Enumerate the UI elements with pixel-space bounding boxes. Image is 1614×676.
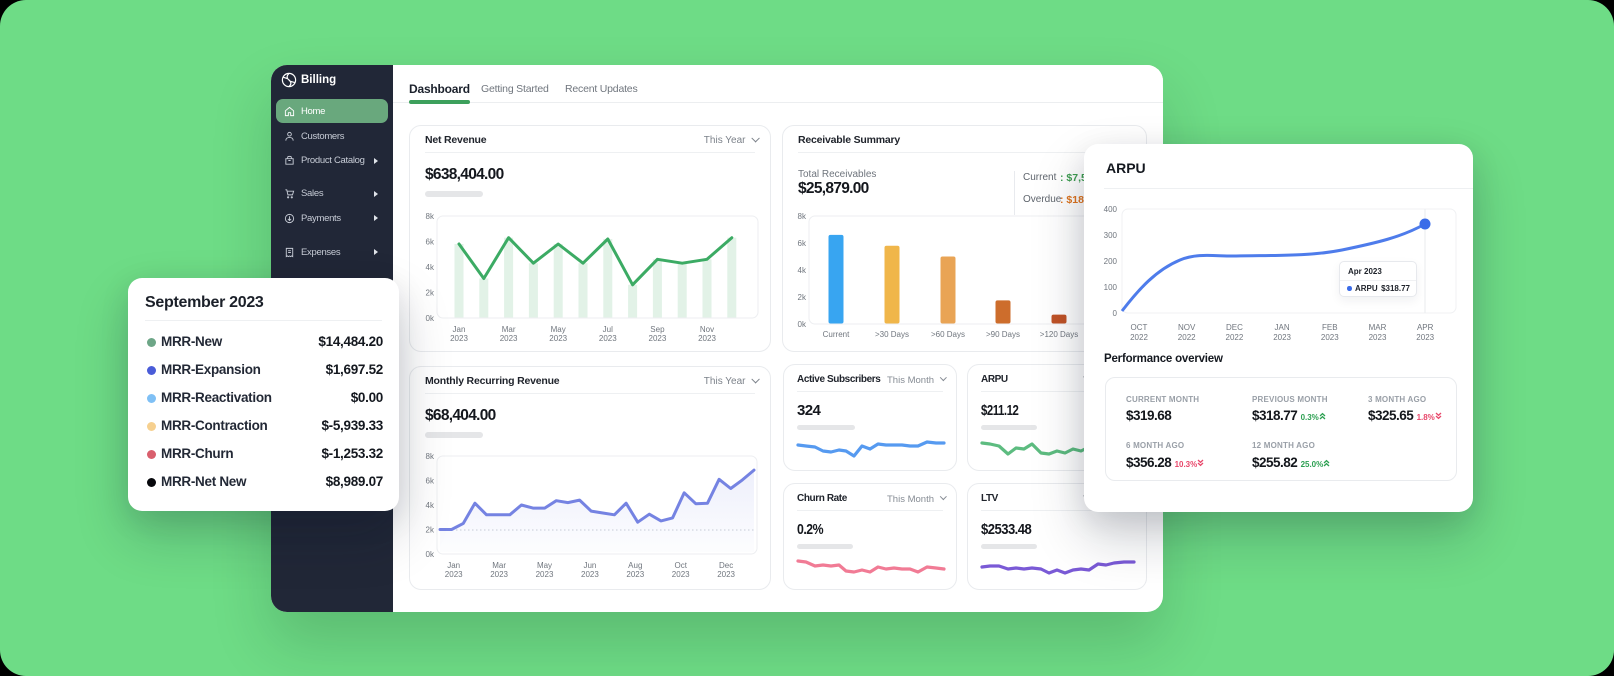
svg-text:2022: 2022	[1130, 333, 1148, 342]
svg-text:2023: 2023	[649, 334, 667, 343]
svg-text:8k: 8k	[798, 212, 807, 221]
svg-text:OCT: OCT	[1131, 323, 1148, 332]
svg-text:>120 Days: >120 Days	[1040, 330, 1078, 339]
svg-text:0k: 0k	[426, 314, 435, 323]
svg-text:>30 Days: >30 Days	[875, 330, 909, 339]
svg-text:0k: 0k	[426, 550, 435, 559]
svg-text:May: May	[551, 325, 566, 334]
svg-text:2023: 2023	[445, 570, 463, 579]
svg-text:2023: 2023	[581, 570, 599, 579]
svg-text:200: 200	[1104, 257, 1118, 266]
svg-text:Aug: Aug	[628, 561, 642, 570]
svg-text:May: May	[537, 561, 552, 570]
svg-text:>90 Days: >90 Days	[986, 330, 1020, 339]
svg-text:4k: 4k	[426, 501, 435, 510]
svg-text:Current: Current	[823, 330, 850, 339]
svg-text:2023: 2023	[500, 334, 518, 343]
svg-text:2k: 2k	[798, 293, 807, 302]
svg-text:JAN: JAN	[1275, 323, 1290, 332]
svg-text:2023: 2023	[717, 570, 735, 579]
svg-text:100: 100	[1104, 283, 1118, 292]
svg-text:2023: 2023	[536, 570, 554, 579]
svg-text:2023: 2023	[1369, 333, 1387, 342]
svg-text:0k: 0k	[798, 320, 807, 329]
svg-text:Jan: Jan	[447, 561, 460, 570]
svg-text:8k: 8k	[426, 212, 435, 221]
svg-text:2k: 2k	[426, 526, 435, 535]
svg-text:4k: 4k	[798, 266, 807, 275]
svg-text:400: 400	[1104, 205, 1118, 214]
svg-text:2023: 2023	[1321, 333, 1339, 342]
svg-text:2023: 2023	[549, 334, 567, 343]
svg-text:Oct: Oct	[674, 561, 687, 570]
svg-text:6k: 6k	[798, 239, 807, 248]
svg-text:DEC: DEC	[1226, 323, 1243, 332]
svg-text:Mar: Mar	[502, 325, 516, 334]
svg-text:8k: 8k	[426, 452, 435, 461]
svg-text:2023: 2023	[672, 570, 690, 579]
svg-text:6k: 6k	[426, 238, 435, 247]
svg-text:Sep: Sep	[650, 325, 665, 334]
svg-text:6k: 6k	[426, 477, 435, 486]
svg-text:Dec: Dec	[719, 561, 733, 570]
svg-text:Jul: Jul	[603, 325, 613, 334]
svg-text:NOV: NOV	[1178, 323, 1196, 332]
svg-text:Mar: Mar	[492, 561, 506, 570]
svg-text:2023: 2023	[698, 334, 716, 343]
svg-text:>60 Days: >60 Days	[931, 330, 965, 339]
svg-text:300: 300	[1104, 231, 1118, 240]
svg-text:Jun: Jun	[583, 561, 596, 570]
svg-text:2023: 2023	[490, 570, 508, 579]
svg-text:2023: 2023	[1273, 333, 1291, 342]
svg-text:FEB: FEB	[1322, 323, 1338, 332]
svg-text:2022: 2022	[1226, 333, 1244, 342]
svg-text:2023: 2023	[1416, 333, 1434, 342]
svg-text:2022: 2022	[1178, 333, 1196, 342]
svg-text:2023: 2023	[626, 570, 644, 579]
svg-text:2k: 2k	[426, 289, 435, 298]
svg-text:MAR: MAR	[1369, 323, 1387, 332]
svg-text:APR: APR	[1417, 323, 1434, 332]
svg-text:2023: 2023	[599, 334, 617, 343]
svg-text:0: 0	[1113, 309, 1118, 318]
svg-text:2023: 2023	[450, 334, 468, 343]
svg-text:Jan: Jan	[453, 325, 466, 334]
svg-text:4k: 4k	[426, 263, 435, 272]
svg-text:Nov: Nov	[700, 325, 714, 334]
